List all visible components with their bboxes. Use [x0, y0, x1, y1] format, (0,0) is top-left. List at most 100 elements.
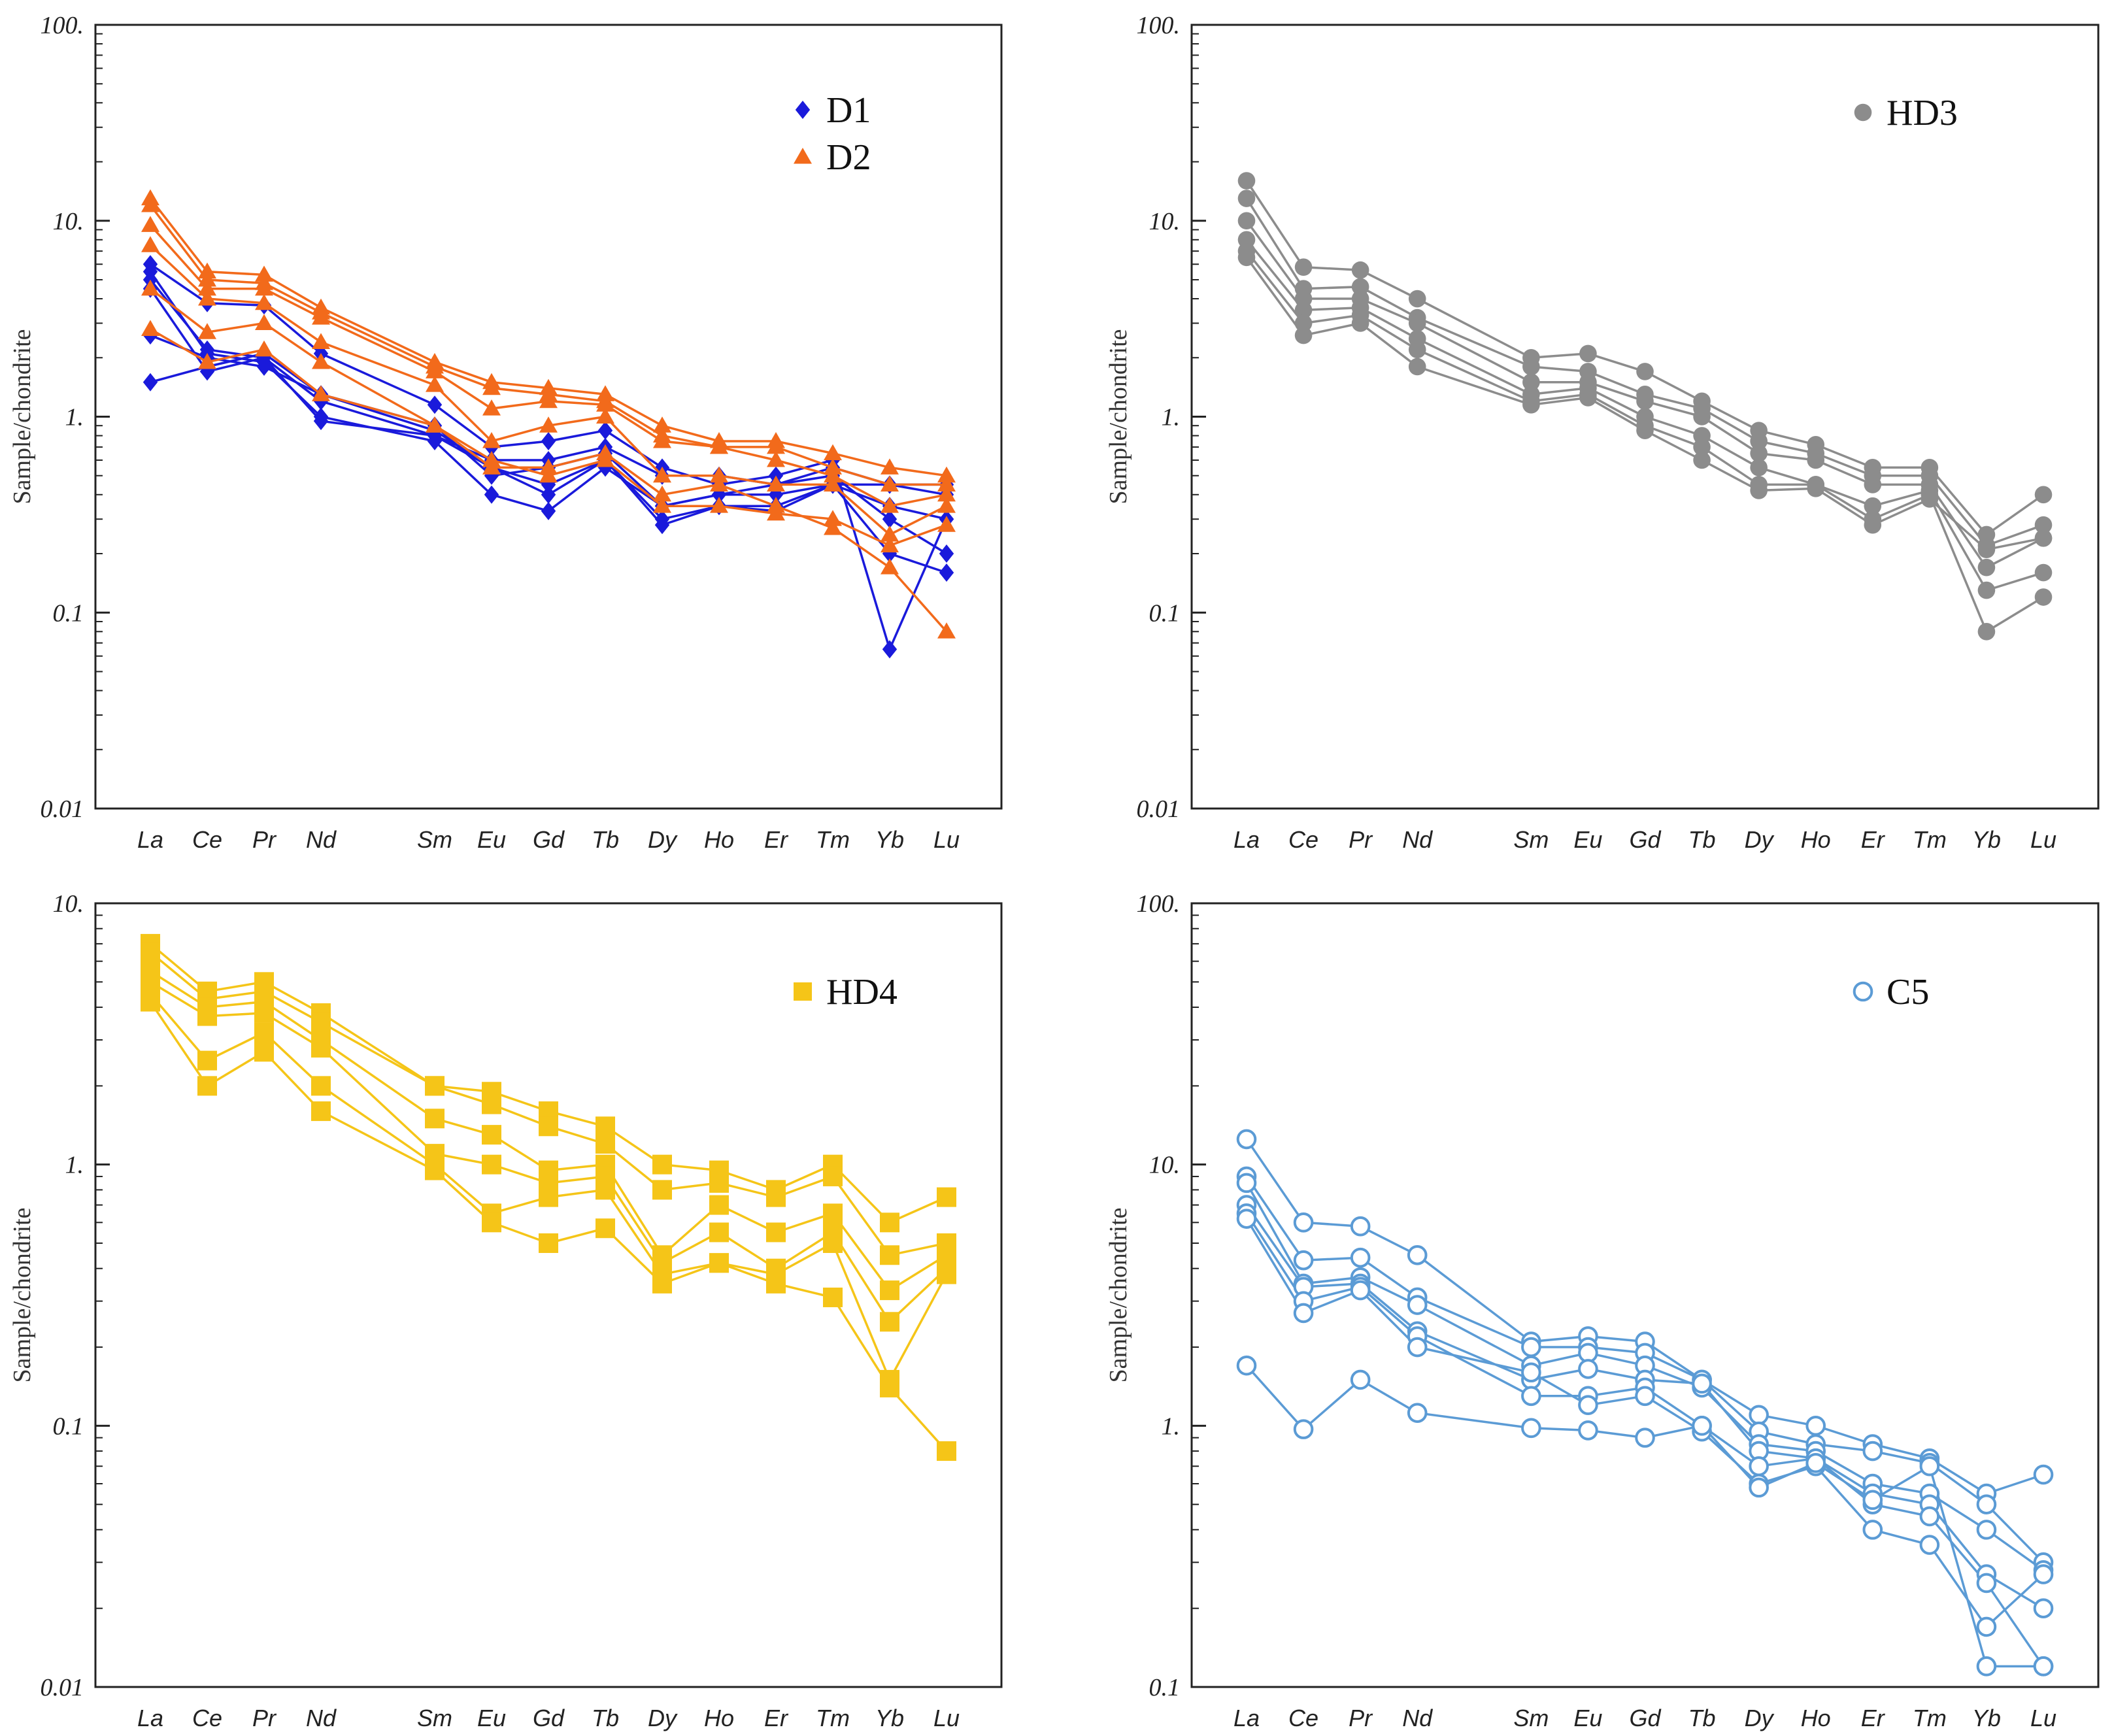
- y-tick-label: 0.01: [1137, 795, 1181, 823]
- x-tick-label-Ce: Ce: [192, 826, 222, 853]
- x-tick-label-Dy: Dy: [1745, 826, 1775, 853]
- x-tick-label-Pr: Pr: [252, 1705, 277, 1731]
- series-line-D2-1: [149, 197, 947, 477]
- y-tick-label: 10.: [53, 890, 84, 918]
- data-point-HD3-4-Lu: [2034, 563, 2053, 582]
- data-point-D2-3-Gd: [539, 392, 558, 409]
- data-point-D1-1-La: [143, 373, 158, 392]
- data-point-HD4-5-Ce: [197, 1050, 217, 1071]
- data-point-D2-4-Tb: [596, 407, 614, 424]
- data-point-HD4-5-Lu: [937, 1264, 956, 1284]
- plot-frame: [94, 902, 1003, 1688]
- data-point-D2-3-Lu: [937, 485, 956, 502]
- data-point-C5-7-Lu: [2033, 1656, 2054, 1677]
- data-point-D1-6-Pr: [256, 357, 272, 376]
- data-point-D2-2-La: [141, 196, 159, 212]
- data-point-D2-4-Er: [767, 475, 785, 492]
- x-tick-label-Tm: Tm: [816, 826, 850, 853]
- data-point-D2-5-Dy: [653, 485, 671, 502]
- data-point-D2-6-Lu: [937, 516, 956, 532]
- x-tick-label-Tb: Tb: [592, 1705, 619, 1731]
- data-point-HD4-6-Tm: [823, 1287, 843, 1307]
- data-point-HD3-6-Pr: [1351, 314, 1369, 332]
- x-tick-label-Ce: Ce: [192, 1705, 222, 1731]
- data-point-HD4-5-Tm: [823, 1233, 843, 1253]
- data-point-HD3-3-Gd: [1636, 392, 1654, 410]
- data-point-D2-6-Dy: [653, 497, 671, 513]
- x-tick-label-Gd: Gd: [1629, 1705, 1661, 1731]
- data-point-HD4-4-Pr: [254, 1003, 274, 1023]
- data-point-HD3-6-La: [1237, 248, 1256, 267]
- x-tick-label-Tm: Tm: [816, 1705, 850, 1731]
- series-line-HD3-6: [1245, 256, 2044, 551]
- data-point-C5-4-Eu: [1578, 1359, 1598, 1379]
- data-point-D2-2-Lu: [937, 475, 956, 492]
- series-line-HD3-5: [1245, 250, 2044, 633]
- data-point-D2-1-Lu: [937, 466, 956, 483]
- data-point-C5-7-Sm: [1521, 1418, 1541, 1439]
- data-point-C5-5-Dy: [1749, 1456, 1769, 1477]
- y-tick-label: 10.: [53, 208, 84, 235]
- data-point-D2-5-Gd: [539, 458, 558, 475]
- data-point-HD3-4-Yb: [1977, 581, 1996, 599]
- legend-label-HD3: HD3: [1887, 93, 1958, 133]
- data-point-HD3-6-Nd: [1408, 358, 1426, 376]
- data-point-D2-3-Ho: [710, 437, 728, 454]
- chart-panel-c5: 100. 10. 1. 0.1 Sample/chondrite La Ce Pr Nd Sm Eu…: [1105, 890, 2100, 1731]
- data-point-D2-3-Nd: [312, 309, 330, 325]
- data-point-C5-7-Yb: [1976, 1656, 1997, 1677]
- data-point-C5-1-Dy: [1749, 1405, 1769, 1426]
- x-tick-label-Pr: Pr: [1349, 826, 1373, 853]
- legend: HD3: [1854, 93, 1958, 133]
- data-point-D2-1-Pr: [255, 265, 273, 282]
- data-point-HD3-4-Er: [1864, 497, 1882, 515]
- data-point-C5-3-Yb: [1976, 1520, 1997, 1540]
- data-point-HD3-6-Dy: [1750, 482, 1768, 499]
- y-tick-label: 1.: [1162, 404, 1181, 431]
- data-point-HD3-4-Dy: [1750, 459, 1768, 476]
- legend-marker-D1: [795, 101, 811, 119]
- data-point-D2-1-Ce: [198, 262, 216, 279]
- data-point-D2-4-Tm: [824, 475, 842, 492]
- data-point-C5-7-Tm: [1919, 1456, 1940, 1477]
- data-point-C5-6-Gd: [1635, 1386, 1655, 1407]
- chart-panel-hd4: 10. 1. 0.1 0.01 Sample/chondrite La Ce Pr Nd Sm Eu…: [8, 890, 1003, 1731]
- data-point-D1-3-Lu: [939, 544, 954, 563]
- data-point-HD3-3-Nd: [1408, 314, 1426, 332]
- data-point-D2-3-Eu: [482, 399, 501, 416]
- data-point-HD3-4-Ce: [1294, 301, 1313, 319]
- data-point-HD3-3-Ho: [1807, 451, 1825, 469]
- x-tick-label-Sm: Sm: [417, 826, 452, 853]
- data-point-HD4-5-Nd: [311, 1076, 331, 1096]
- data-point-HD3-5-Lu: [2034, 588, 2053, 606]
- y-tick-label: 1.: [65, 1152, 84, 1179]
- data-point-C5-7-Dy: [1749, 1477, 1769, 1498]
- data-point-HD3-1-Pr: [1351, 261, 1369, 279]
- series-group-HD4: [141, 933, 956, 1461]
- data-point-D1-5-Nd: [313, 412, 329, 431]
- plot-frame: [1190, 902, 2100, 1688]
- data-point-C5-5-Sm: [1521, 1386, 1541, 1407]
- data-point-HD3-2-Lu: [2034, 516, 2053, 534]
- data-point-C5-2-Yb: [1976, 1494, 1997, 1514]
- legend-marker-HD4: [794, 982, 812, 1001]
- series-line-D1-2: [149, 278, 947, 486]
- data-point-D1-4-La: [143, 255, 158, 274]
- data-point-D2-5-La: [141, 279, 159, 296]
- data-point-C5-7-Tb: [1692, 1416, 1712, 1436]
- data-point-HD3-5-Nd: [1408, 341, 1426, 359]
- legend-marker-C5: [1853, 981, 1873, 1002]
- data-point-C5-6-Sm: [1521, 1362, 1541, 1383]
- data-point-C5-4-Lu: [2033, 1598, 2054, 1618]
- x-tick-label-Lu: Lu: [933, 1705, 960, 1731]
- data-point-HD3-6-Sm: [1522, 396, 1540, 414]
- series-group-D2: [141, 189, 956, 639]
- y-tick-label: 0.1: [1149, 1674, 1181, 1701]
- x-tick-label-Nd: Nd: [1402, 1705, 1433, 1731]
- data-point-HD3-2-La: [1237, 190, 1256, 207]
- data-point-D2-5-Nd: [312, 352, 330, 369]
- data-point-HD4-6-Sm: [425, 1160, 445, 1180]
- data-point-HD3-2-Dy: [1750, 432, 1768, 450]
- x-tick-label-Eu: Eu: [477, 1705, 506, 1731]
- data-point-HD4-1-Tb: [596, 1116, 615, 1137]
